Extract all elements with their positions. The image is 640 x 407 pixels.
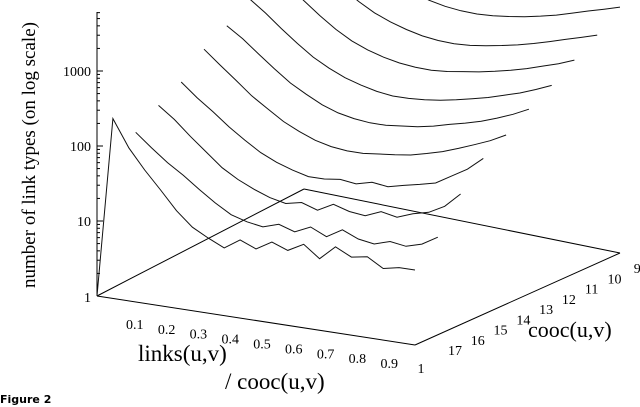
trace-cooc-12 bbox=[226, 25, 530, 128]
y-tick-label: 16 bbox=[471, 334, 485, 349]
y-tick-label: 12 bbox=[562, 293, 576, 308]
trace-cooc-11 bbox=[250, 0, 552, 101]
y-tick-label: 10 bbox=[607, 272, 621, 287]
x-axis bbox=[96, 295, 416, 346]
z-axis-label: number of link types (on log scale) bbox=[19, 22, 40, 288]
z-tick-labels: 1 10 100 1000 bbox=[63, 65, 91, 306]
trace-cooc-10 bbox=[302, 0, 575, 73]
z-tick-label-1: 1 bbox=[84, 291, 91, 306]
x-axis-label-line1: links(u,v) bbox=[138, 341, 227, 366]
trace-cooc-16 bbox=[135, 131, 438, 247]
y-tick-label: 15 bbox=[494, 324, 508, 339]
y-tick-label: 13 bbox=[539, 303, 553, 318]
y-tick-label: 9 bbox=[634, 262, 640, 277]
y-tick-labels: 171615141312111098 bbox=[448, 262, 640, 359]
y-tick-label: 14 bbox=[516, 313, 530, 328]
z-tick-label: 10 bbox=[77, 215, 91, 230]
y-axis-label: cooc(u,v) bbox=[528, 317, 612, 342]
trace-cooc-15 bbox=[158, 105, 461, 218]
y-tick-label: 17 bbox=[448, 344, 462, 359]
z-tick-label: 1000 bbox=[63, 65, 91, 80]
x-tick-label: 0.1 bbox=[126, 318, 144, 333]
x-axis-label-line2: / cooc(u,v) bbox=[225, 369, 325, 394]
z-minor-ticks bbox=[97, 12, 103, 274]
trace-cooc-13 bbox=[203, 48, 507, 156]
surface-traces bbox=[96, 0, 621, 297]
x-tick-label: 0.6 bbox=[285, 342, 303, 357]
floor-back-edge bbox=[303, 188, 621, 254]
trace-cooc-8 bbox=[427, 0, 621, 18]
x-tick-label: 0.8 bbox=[349, 352, 367, 367]
x-tick-label: 0.3 bbox=[190, 328, 208, 343]
floor-diagonal bbox=[96, 188, 305, 297]
y-tick-label: 11 bbox=[585, 283, 598, 298]
x-tick-label: 0.9 bbox=[380, 357, 398, 372]
x-tick-label: 0.2 bbox=[158, 323, 176, 338]
x-tick-label: 1 bbox=[418, 362, 425, 377]
x-tick-label: 0.7 bbox=[317, 347, 335, 362]
z-tick-label: 100 bbox=[70, 140, 91, 155]
trace-cooc-9 bbox=[356, 0, 598, 47]
x-tick-labels: 0.1 0.2 0.3 0.4 0.5 0.6 0.7 0.8 0.9 1 bbox=[126, 318, 424, 377]
trace-cooc-17 bbox=[96, 116, 416, 297]
y-axis bbox=[414, 252, 621, 346]
trace-cooc-14 bbox=[180, 81, 484, 188]
figure-caption: Figure 2 bbox=[0, 393, 51, 406]
x-tick-label: 0.4 bbox=[221, 333, 239, 348]
x-tick-label: 0.5 bbox=[253, 338, 271, 353]
